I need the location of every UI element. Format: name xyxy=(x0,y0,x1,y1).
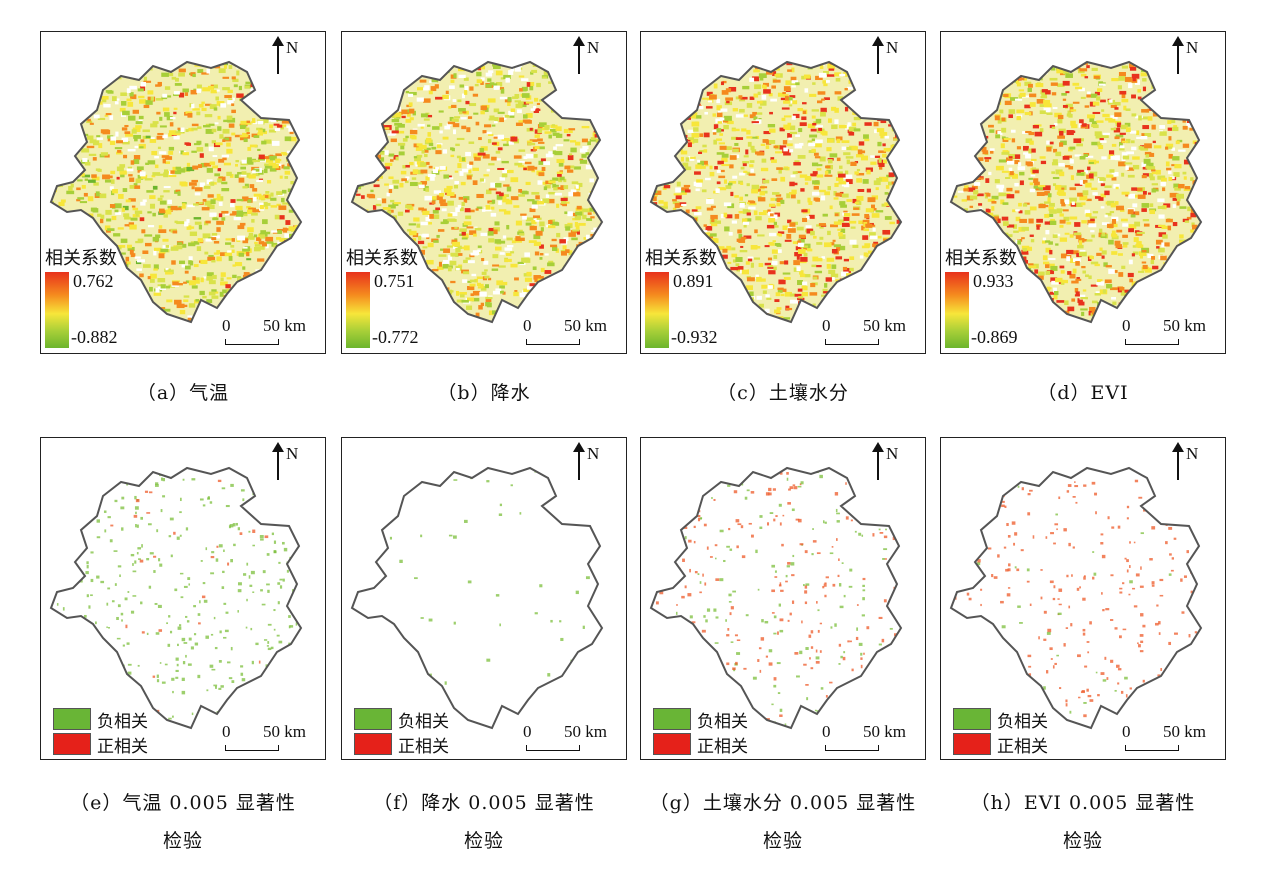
map-panel-e: N 负相关 正相关 0 50 km xyxy=(40,437,326,760)
legend-title: 相关系数 xyxy=(945,248,1017,269)
north-arrow-icon: N xyxy=(1172,442,1203,488)
caption-a: （a）气温 xyxy=(136,382,230,404)
negative-label: 负相关 xyxy=(97,712,148,732)
region-map xyxy=(49,60,303,324)
north-label: N xyxy=(587,38,600,57)
map-panel-f: N 负相关 正相关 0 50 km xyxy=(341,437,627,760)
scale-bar: 0 50 km xyxy=(219,316,321,350)
scale-bar: 0 50 km xyxy=(1119,722,1221,756)
map-panel-c: N 相关系数 0.891 -0.932 0 50 km xyxy=(640,31,926,354)
positive-swatch xyxy=(653,733,691,755)
region-map xyxy=(350,60,604,324)
region-boundary xyxy=(649,466,903,730)
negative-label: 负相关 xyxy=(697,712,748,732)
north-arrow-icon: N xyxy=(573,442,604,488)
map-panel-a: N 相关系数 0.762 -0.882 0 50 km xyxy=(40,31,326,354)
caption-b: （b）降水 xyxy=(437,382,531,404)
scale-bar: 0 50 km xyxy=(520,722,622,756)
positive-label: 正相关 xyxy=(398,737,449,757)
legend-max-value: 0.751 xyxy=(374,271,415,291)
north-label: N xyxy=(286,444,299,463)
region-boundary xyxy=(949,60,1203,324)
scale-bar: 0 50 km xyxy=(219,722,321,756)
map-panel-d: N 相关系数 0.933 -0.869 0 50 km xyxy=(940,31,1226,354)
legend-max-value: 0.933 xyxy=(973,271,1014,291)
caption-g: （g）土壤水分 0.005 显著性 检验 xyxy=(649,792,917,852)
north-arrow-icon: N xyxy=(272,36,303,82)
caption-c: （c）土壤水分 xyxy=(717,382,849,404)
north-label: N xyxy=(886,38,899,57)
legend-min-value: -0.772 xyxy=(372,327,419,347)
color-ramp xyxy=(45,272,69,348)
negative-swatch xyxy=(653,708,691,730)
region-map xyxy=(649,60,903,324)
region-map xyxy=(350,466,604,730)
legend-min-value: -0.869 xyxy=(971,327,1018,347)
positive-swatch xyxy=(53,733,91,755)
north-label: N xyxy=(886,444,899,463)
positive-label: 正相关 xyxy=(97,737,148,757)
north-arrow-icon: N xyxy=(872,36,903,82)
negative-swatch xyxy=(953,708,991,730)
caption-d: （d）EVI xyxy=(1037,382,1129,404)
legend-max-value: 0.891 xyxy=(673,271,714,291)
region-boundary xyxy=(49,60,303,324)
region-boundary xyxy=(350,466,604,730)
legend-max-value: 0.762 xyxy=(73,271,114,291)
north-arrow-icon: N xyxy=(272,442,303,488)
north-arrow-icon: N xyxy=(872,442,903,488)
scale-bar: 0 50 km xyxy=(819,722,921,756)
negative-swatch xyxy=(354,708,392,730)
positive-swatch xyxy=(953,733,991,755)
region-boundary xyxy=(649,60,903,324)
region-boundary xyxy=(949,466,1203,730)
region-map xyxy=(949,466,1203,730)
map-panel-h: N 负相关 正相关 0 50 km xyxy=(940,437,1226,760)
legend-min-value: -0.882 xyxy=(71,327,118,347)
north-label: N xyxy=(1186,444,1199,463)
north-label: N xyxy=(286,38,299,57)
color-ramp xyxy=(645,272,669,348)
map-panel-g: N 负相关 正相关 0 50 km xyxy=(640,437,926,760)
north-label: N xyxy=(587,444,600,463)
caption-f: （f）降水 0.005 显著性 检验 xyxy=(373,792,595,852)
positive-label: 正相关 xyxy=(997,737,1048,757)
caption-h: （h）EVI 0.005 显著性 检验 xyxy=(970,792,1196,852)
north-arrow-icon: N xyxy=(1172,36,1203,82)
legend-title: 相关系数 xyxy=(645,248,717,269)
north-arrow-icon: N xyxy=(573,36,604,82)
color-ramp xyxy=(945,272,969,348)
negative-swatch xyxy=(53,708,91,730)
positive-label: 正相关 xyxy=(697,737,748,757)
negative-label: 负相关 xyxy=(398,712,449,732)
region-map xyxy=(949,60,1203,324)
map-panel-b: N 相关系数 0.751 -0.772 0 50 km xyxy=(341,31,627,354)
legend-title: 相关系数 xyxy=(346,248,418,269)
positive-swatch xyxy=(354,733,392,755)
north-label: N xyxy=(1186,38,1199,57)
legend-min-value: -0.932 xyxy=(671,327,718,347)
scale-bar: 0 50 km xyxy=(819,316,921,350)
legend-title: 相关系数 xyxy=(45,248,117,269)
negative-label: 负相关 xyxy=(997,712,1048,732)
region-boundary xyxy=(49,466,303,730)
caption-e: （e）气温 0.005 显著性 检验 xyxy=(70,792,296,852)
scale-bar: 0 50 km xyxy=(1119,316,1221,350)
region-boundary xyxy=(350,60,604,324)
scale-bar: 0 50 km xyxy=(520,316,622,350)
color-ramp xyxy=(346,272,370,348)
